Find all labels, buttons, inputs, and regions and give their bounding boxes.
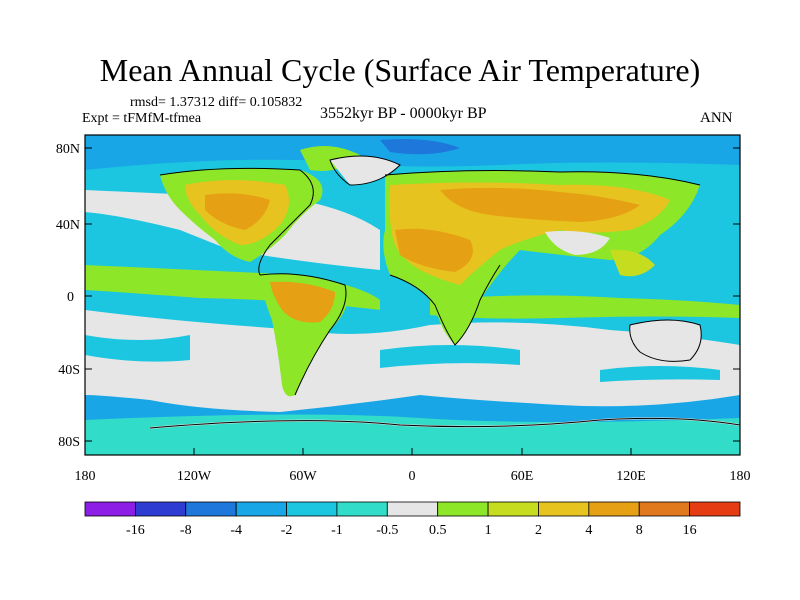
lon-tick-label: 60E <box>511 469 534 484</box>
longitude-axis <box>84 448 741 455</box>
colorbar-label: 8 <box>636 523 643 538</box>
lon-tick-label: 0 <box>409 469 416 484</box>
map-title: Mean Annual Cycle (Surface Air Temperatu… <box>99 52 701 88</box>
colorbar-swatch <box>336 501 388 517</box>
lon-tick-label: 120E <box>616 469 646 484</box>
colorbar-label: -16 <box>126 523 145 538</box>
colorbar-swatch <box>588 501 640 517</box>
colorbar-swatch <box>134 501 187 517</box>
lon-tick-label: 180 <box>730 469 751 484</box>
colorbar-swatch <box>185 501 237 517</box>
colorbar-label: 1 <box>485 523 492 538</box>
colorbar-label: -8 <box>180 523 192 538</box>
latitude-axis <box>85 147 740 442</box>
time-period-label: 3552kyr BP - 0000kyr BP <box>320 105 487 122</box>
lon-tick-label: 60W <box>289 469 317 484</box>
experiment-label: Expt = tFMfM-tfmea <box>82 111 202 126</box>
lon-tick-label: 120W <box>177 469 212 484</box>
colorbar-label: -1 <box>331 523 343 538</box>
colorbar-swatch <box>538 501 590 517</box>
colorbar: -16 -8 -4 -2 -1 -0.5 0.5 1 2 4 8 16 <box>84 501 741 538</box>
colorbar-label: 2 <box>535 523 542 538</box>
colorbar-swatch <box>689 501 741 517</box>
rmsd-diff-stats: rmsd= 1.37312 diff= 0.105832 <box>130 95 303 110</box>
colorbar-swatch <box>84 501 136 517</box>
lat-tick-label: 80S <box>58 435 80 450</box>
colorbar-swatch <box>235 501 287 517</box>
lat-tick-label: 0 <box>67 290 74 305</box>
lon-tick-label: 180 <box>75 469 96 484</box>
colorbar-swatch <box>638 501 691 517</box>
lat-tick-label: 40N <box>56 218 80 233</box>
colorbar-swatch <box>437 501 489 517</box>
colorbar-label: 16 <box>683 523 697 538</box>
colorbar-label: -2 <box>281 523 293 538</box>
colorbar-swatch <box>487 501 539 517</box>
season-label: ANN <box>700 110 733 126</box>
colorbar-label: 0.5 <box>429 523 447 538</box>
anomaly-field <box>85 135 740 455</box>
colorbar-label: 4 <box>585 523 592 538</box>
colorbar-swatch <box>286 501 338 517</box>
lat-tick-label: 80N <box>56 142 80 157</box>
colorbar-swatch <box>386 501 439 517</box>
colorbar-label: -0.5 <box>376 523 398 538</box>
lat-tick-label: 40S <box>58 363 80 378</box>
colorbar-label: -4 <box>230 523 242 538</box>
